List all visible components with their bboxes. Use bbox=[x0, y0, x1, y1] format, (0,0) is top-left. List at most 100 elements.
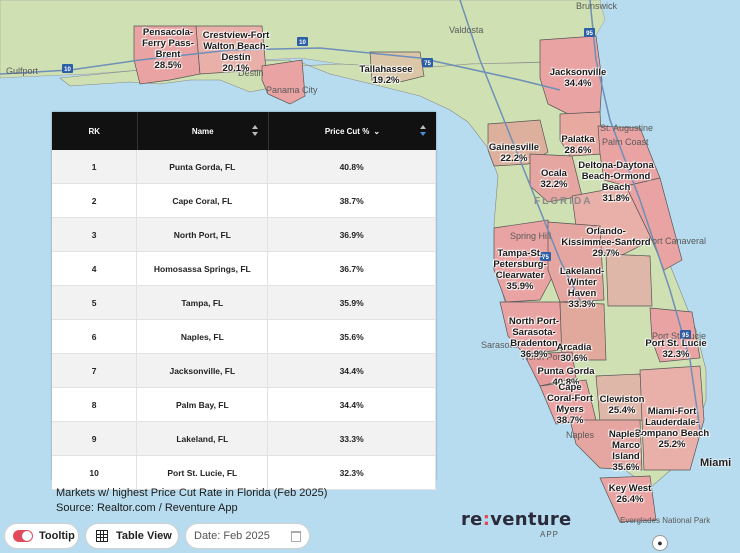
table-row[interactable]: 9 Lakeland, FL 33.3% bbox=[52, 422, 436, 456]
metro-name: Miami-Fort Lauderdale-Pompano Beach bbox=[634, 406, 710, 439]
table-view-button[interactable]: Table View bbox=[85, 523, 179, 549]
name-cell: Palm Bay, FL bbox=[137, 388, 269, 421]
metro-name: Key West bbox=[608, 483, 652, 494]
table-body: 1 Punta Gorda, FL 40.8% 2 Cape Coral, FL 38.… bbox=[52, 150, 436, 490]
metro-name: Arcadia bbox=[556, 342, 592, 353]
metro-name: Orlando-Kissimmee-Sanford bbox=[561, 226, 651, 248]
metro-lakeland bbox=[547, 221, 605, 303]
metro-name: Tallahassee bbox=[359, 64, 413, 75]
name-cell: Cape Coral, FL bbox=[137, 184, 269, 217]
col-header-name[interactable]: Name bbox=[138, 112, 269, 150]
sort-icon[interactable] bbox=[420, 125, 426, 136]
table-row[interactable]: 4 Homosassa Springs, FL 36.7% bbox=[52, 252, 436, 286]
value-cell: 35.6% bbox=[268, 320, 436, 353]
value-cell: 35.9% bbox=[268, 286, 436, 319]
metro-key-west bbox=[599, 475, 657, 523]
metro-label[interactable]: Miami-Fort Lauderdale-Pompano Beach 25.2% bbox=[629, 406, 715, 450]
metro-label[interactable]: Palatka 28.6% bbox=[561, 134, 594, 156]
rank-cell: 10 bbox=[52, 456, 138, 489]
chevron-down-icon: ⌄ bbox=[373, 126, 381, 136]
metro-value: 30.6% bbox=[560, 353, 588, 364]
metro-label[interactable]: Lakeland-Winter Haven 33.3% bbox=[552, 266, 612, 310]
metro-name: Ocala bbox=[541, 168, 567, 179]
metro-value: 35.6% bbox=[612, 462, 640, 473]
date-value: Date: Feb 2025 bbox=[194, 530, 270, 542]
table-row[interactable]: 8 Palm Bay, FL 34.4% bbox=[52, 388, 436, 422]
metro-name: Lakeland-Winter Haven bbox=[559, 266, 605, 299]
metro-value: 40.8% bbox=[552, 377, 580, 388]
shield-label: 10 bbox=[64, 67, 71, 73]
table-row[interactable]: 10 Port St. Lucie, FL 32.3% bbox=[52, 456, 436, 490]
metro-name: North Port-Sarasota-Bradenton bbox=[508, 316, 560, 349]
map-zoom-icon[interactable]: ● bbox=[652, 535, 668, 551]
metro-name: Palatka bbox=[561, 134, 595, 145]
shield-label: 95 bbox=[682, 333, 689, 339]
metro-name: Clewiston bbox=[599, 394, 645, 405]
toggle-switch-icon[interactable] bbox=[13, 530, 33, 542]
rank-cell: 6 bbox=[52, 320, 138, 353]
metro-value: 19.2% bbox=[372, 75, 400, 86]
metro-name: Deltona-Daytona Beach-Ormond Beach bbox=[578, 160, 654, 193]
metro-label[interactable]: Tampa-St. Petersburg-Clearwater 35.9% bbox=[482, 248, 558, 292]
place-name: Panama City bbox=[266, 85, 318, 95]
highways bbox=[0, 0, 701, 431]
place-name: Gulfport bbox=[6, 66, 39, 76]
rank-cell: 8 bbox=[52, 388, 138, 421]
rank-cell: 9 bbox=[52, 422, 138, 455]
table-row[interactable]: 5 Tampa, FL 35.9% bbox=[52, 286, 436, 320]
metro-label[interactable]: Tallahassee 19.2% bbox=[359, 64, 412, 86]
metro-label[interactable]: Deltona-Daytona Beach-Ormond Beach 31.8% bbox=[568, 160, 664, 204]
col-header-label: RK bbox=[88, 126, 101, 136]
caption-title: Markets w/ highest Price Cut Rate in Flo… bbox=[56, 487, 328, 499]
metro-value: 20.1% bbox=[222, 63, 250, 74]
table-row[interactable]: 1 Punta Gorda, FL 40.8% bbox=[52, 150, 436, 184]
metro-label[interactable]: Arcadia 30.6% bbox=[557, 342, 592, 364]
place-name: Everglades National Park bbox=[620, 516, 711, 525]
table-row[interactable]: 2 Cape Coral, FL 38.7% bbox=[52, 184, 436, 218]
metro-label[interactable]: Jacksonville 34.4% bbox=[550, 67, 607, 89]
shield-label: 95 bbox=[586, 31, 593, 37]
metro-label[interactable]: Key West 26.4% bbox=[609, 483, 652, 505]
metro-value: 35.9% bbox=[506, 281, 534, 292]
value-cell: 34.4% bbox=[268, 388, 436, 421]
col-header-rank[interactable]: RK bbox=[52, 112, 138, 150]
metro-ocala bbox=[529, 153, 583, 203]
metro-value: 38.7% bbox=[556, 415, 584, 426]
metro-label[interactable]: Crestview-Fort Walton Beach-Destin 20.1% bbox=[195, 30, 277, 74]
metro-label[interactable]: Cape Coral-Fort Myers 38.7% bbox=[544, 382, 596, 426]
metro-value: 26.4% bbox=[616, 494, 644, 505]
value-cell: 36.7% bbox=[268, 252, 436, 285]
name-cell: Punta Gorda, FL bbox=[137, 150, 269, 183]
metro-label[interactable]: Pensacola-Ferry Pass-Brent 28.5% bbox=[136, 27, 200, 71]
metro-name: Port St. Lucie bbox=[645, 338, 707, 349]
rank-cell: 2 bbox=[52, 184, 138, 217]
metro-value: 22.2% bbox=[500, 153, 528, 164]
value-cell: 34.4% bbox=[268, 354, 436, 387]
table-row[interactable]: 3 North Port, FL 36.9% bbox=[52, 218, 436, 252]
place-name: St. Augustine bbox=[600, 123, 654, 133]
place-name: Palm Coast bbox=[602, 137, 649, 147]
metro-label[interactable]: Naples-Marco Island 35.6% bbox=[600, 429, 652, 473]
metro-label[interactable]: Ocala 32.2% bbox=[541, 168, 568, 190]
table-grid-icon bbox=[96, 530, 108, 542]
value-cell: 38.7% bbox=[268, 184, 436, 217]
name-cell: Jacksonville, FL bbox=[137, 354, 269, 387]
shield-label: 75 bbox=[542, 255, 549, 261]
metro-label[interactable]: Clewiston 25.4% bbox=[600, 394, 645, 416]
col-header-price-cut[interactable]: Price Cut % ⌄ bbox=[269, 112, 436, 150]
metro-arcadia bbox=[559, 301, 607, 361]
tooltip-toggle-button[interactable]: Tooltip bbox=[4, 523, 79, 549]
date-picker[interactable]: Date: Feb 2025 bbox=[185, 523, 310, 549]
metro-misc-1 bbox=[605, 253, 653, 307]
reventure-logo: re:venture bbox=[461, 509, 572, 530]
table-row[interactable]: 7 Jacksonville, FL 34.4% bbox=[52, 354, 436, 388]
metro-label[interactable]: North Port-Sarasota-Bradenton 36.9% bbox=[491, 316, 577, 360]
value-cell: 40.8% bbox=[268, 150, 436, 183]
place-name: Port St. Lucie bbox=[652, 331, 707, 341]
metro-label[interactable]: Port St. Lucie 32.3% bbox=[645, 338, 706, 360]
sort-icon[interactable] bbox=[251, 125, 258, 136]
metro-label[interactable]: Gainesville 22.2% bbox=[489, 142, 539, 164]
metro-label[interactable]: Orlando-Kissimmee-Sanford 29.7% bbox=[561, 226, 651, 259]
metro-label[interactable]: Punta Gorda 40.8% bbox=[537, 366, 594, 388]
table-row[interactable]: 6 Naples, FL 35.6% bbox=[52, 320, 436, 354]
